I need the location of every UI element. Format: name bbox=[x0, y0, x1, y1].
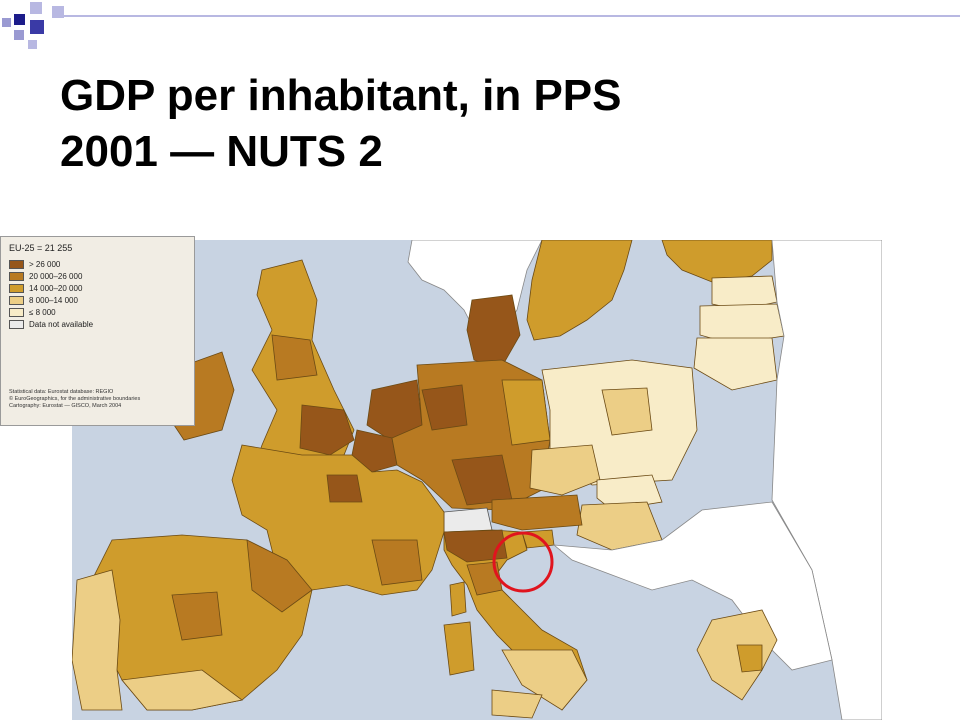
legend-label: ≤ 8 000 bbox=[29, 308, 56, 317]
map-svg bbox=[72, 240, 882, 720]
region-madrid bbox=[171, 591, 223, 641]
region-tuscany bbox=[466, 561, 503, 596]
region-northern-italy bbox=[443, 529, 508, 563]
region-sardinia bbox=[443, 621, 475, 676]
region-germany-north bbox=[421, 384, 468, 431]
region-corsica bbox=[449, 581, 467, 617]
legend-row: 8 000–14 000 bbox=[9, 295, 78, 306]
legend-title: EU-25 = 21 255 bbox=[9, 243, 73, 253]
region-attica bbox=[736, 644, 763, 673]
legend-swatch bbox=[9, 296, 24, 306]
legend-swatch bbox=[9, 284, 24, 294]
legend-row: > 26 000 bbox=[9, 259, 60, 270]
region-poland-central bbox=[601, 387, 653, 436]
europe-nuts2-map bbox=[72, 240, 882, 720]
region-lithuania bbox=[693, 337, 778, 391]
legend-label: 20 000–26 000 bbox=[29, 272, 83, 281]
region-czechia bbox=[529, 444, 601, 496]
map-legend: EU-25 = 21 255 > 26 000 20 000–26 000 14… bbox=[0, 236, 195, 426]
region-rhone-alpes bbox=[371, 539, 423, 586]
region-london bbox=[299, 404, 355, 456]
legend-label: Data not available bbox=[29, 320, 94, 329]
legend-label: 8 000–14 000 bbox=[29, 296, 78, 305]
legend-row: 20 000–26 000 bbox=[9, 271, 82, 282]
region-ile-de-france bbox=[326, 474, 363, 503]
legend-credits: Statistical data: Eurostat database: REG… bbox=[9, 389, 191, 410]
credit-line: © EuroGeographics, for the administrativ… bbox=[9, 396, 141, 402]
region-austria bbox=[491, 494, 583, 531]
region-portugal bbox=[72, 569, 123, 711]
highlight-circle bbox=[492, 531, 554, 593]
credit-line: Cartography: Eurostat — GISCO, March 200… bbox=[9, 403, 122, 409]
slide-title: GDP per inhabitant, in PPS 2001 — NUTS 2 bbox=[60, 68, 622, 180]
region-belgium bbox=[351, 429, 398, 473]
legend-swatch bbox=[9, 320, 24, 330]
title-line-2: 2001 — NUTS 2 bbox=[60, 127, 383, 176]
credit-line: Statistical data: Eurostat database: REG… bbox=[9, 389, 114, 395]
region-north-england bbox=[271, 334, 318, 381]
region-sicily bbox=[491, 689, 543, 719]
legend-swatch bbox=[9, 308, 24, 318]
legend-swatch bbox=[9, 272, 24, 282]
title-line-1: GDP per inhabitant, in PPS bbox=[60, 71, 622, 120]
legend-label: 14 000–20 000 bbox=[29, 284, 83, 293]
region-andalusia bbox=[121, 669, 243, 711]
legend-row: 14 000–20 000 bbox=[9, 283, 82, 294]
legend-row: ≤ 8 000 bbox=[9, 307, 56, 318]
region-southern-italy bbox=[501, 649, 588, 711]
legend-label: > 26 000 bbox=[29, 260, 61, 269]
region-greece bbox=[696, 609, 778, 701]
legend-row: Data not available bbox=[9, 319, 93, 330]
legend-swatch bbox=[9, 260, 24, 270]
region-catalonia bbox=[246, 539, 313, 613]
region-sweden bbox=[526, 240, 633, 341]
